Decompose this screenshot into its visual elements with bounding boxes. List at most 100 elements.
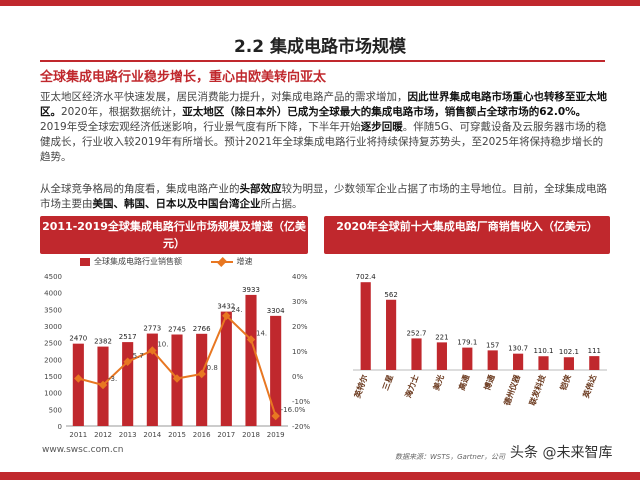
left-axis-tick: 2500 (44, 340, 62, 348)
x-tick-label: 2012 (94, 431, 112, 439)
bar-value-label: 2517 (119, 333, 137, 341)
right-axis-tick: 30% (292, 298, 308, 306)
paragraph-market-shift: 亚太地区经济水平快速发展，居民消费能力提升，对集成电路产品的需求增加，因此世界集… (40, 90, 608, 165)
x-tick-label: 2016 (193, 431, 211, 439)
growth-point (222, 311, 231, 320)
bar (462, 347, 473, 370)
bar-value-label: 157 (486, 341, 499, 349)
footer-source: 数据来源：WSTS，Gartner，公司 (395, 453, 506, 461)
p1-bold-1: 因此世界集成电路市场重心也转移至亚太地区。 (40, 91, 607, 118)
bar (513, 353, 524, 370)
x-tick-label: 联发科技 (527, 372, 548, 406)
bar-value-label: 562 (384, 291, 397, 299)
growth-point (148, 346, 157, 355)
watermark: 头条 @未来智库 (510, 445, 613, 461)
growth-value-label: -3. (108, 375, 117, 383)
right-axis-tick: 0% (292, 373, 303, 381)
bar-value-label: 2470 (69, 335, 87, 343)
bar (538, 356, 549, 370)
right-axis-tick: -10% (292, 398, 310, 406)
growth-point (74, 374, 83, 383)
bar (72, 343, 84, 426)
left-axis-tick: 500 (49, 406, 62, 414)
growth-value-label: 14. (256, 330, 267, 338)
x-tick-label: 美光 (431, 373, 446, 391)
bar-value-label: 2382 (94, 338, 112, 346)
growth-point (271, 411, 280, 421)
growth-value-label: 5.7 (133, 352, 144, 360)
bar (589, 356, 600, 370)
bar-value-label: 3304 (267, 307, 285, 315)
x-tick-label: 2013 (119, 431, 137, 439)
p1-text-2: 2020年，根据数据统计， (61, 106, 183, 118)
legend-line-label: 增速 (236, 257, 253, 266)
bar-value-label: 252.7 (406, 329, 426, 337)
left-chart-legend: 全球集成电路行业销售额 增速 (80, 256, 253, 267)
left-axis-tick: 4000 (44, 290, 62, 298)
bar-value-label: 179.1 (457, 339, 477, 347)
x-tick-label: 2014 (143, 431, 161, 439)
x-tick-label: 2018 (242, 431, 260, 439)
bar (411, 338, 422, 370)
bar (245, 294, 257, 426)
bar-value-label: 111 (588, 347, 601, 355)
p1-bold-3: 逐步回暖 (360, 121, 403, 133)
top-accent-bar (0, 0, 640, 6)
bar-value-label: 110.1 (533, 347, 553, 355)
legend-bar-swatch (80, 257, 90, 266)
p1-text-4: 。伴随5G、可穿戴设备及云服务器市场的稳健成长，行业收入较2019年有所增长。预… (40, 121, 607, 163)
bar (360, 282, 371, 370)
bar-value-label: 2766 (193, 325, 211, 333)
p2-bold-2: 美国、韩国、日本以及中国台湾企业 (92, 198, 261, 210)
right-axis-tick: 40% (292, 273, 308, 281)
legend-bar-label: 全球集成电路行业销售额 (94, 257, 182, 266)
section-headline: 全球集成电路行业稳步增长，重心由欧美转向亚太 (40, 70, 327, 85)
bar-value-label: 130.7 (508, 345, 528, 353)
paragraph-competition: 从全球竞争格局的角度看，集成电路产业的头部效应较为明显，少数领军企业占据了市场的… (40, 182, 608, 212)
bar (436, 342, 447, 370)
bar (146, 333, 158, 426)
x-tick-label: 英特尔 (352, 373, 370, 400)
x-tick-label: 三星 (380, 373, 395, 391)
x-tick-label: 2011 (69, 431, 87, 439)
top10-revenue-chart: 702.4 英特尔 562 三星 252.7 海力士 221 美光 179.1 高通 157 博通 13… (352, 273, 607, 407)
p2-bold-1: 头部效应 (239, 183, 282, 195)
p2-text-2: 较为明显，少数领军企业占据了市场的主导地位。目前，全球集成电路市场主要由 (40, 183, 607, 210)
p1-text-3: 2019年受全球宏观经济低迷影响，行业景气度有所下降，下半年开始 (40, 121, 361, 133)
x-tick-label: 德州仪器 (502, 372, 523, 406)
x-tick-label: 2019 (267, 431, 285, 439)
growth-value-label: 0.8 (207, 364, 218, 372)
bar (386, 299, 397, 370)
bar-value-label: 221 (435, 333, 448, 341)
x-tick-label: 2015 (168, 431, 186, 439)
p1-text-1: 亚太地区经济水平快速发展，居民消费能力提升，对集成电路产品的需求增加， (40, 91, 408, 103)
bar-value-label: 2745 (168, 326, 186, 334)
growth-point (246, 335, 256, 344)
right-chart-title: 2020年全球前十大集成电路厂商销售收入（亿美元） (324, 216, 610, 254)
bar-value-label: 3933 (242, 286, 260, 294)
left-axis-tick: 1500 (44, 373, 62, 381)
x-tick-label: 博通 (482, 373, 497, 391)
legend-line-swatch (210, 260, 233, 263)
left-axis-tick: 1000 (44, 390, 62, 398)
p2-text-1: 从全球竞争格局的角度看，集成电路产业的 (40, 183, 240, 195)
growth-point (197, 369, 206, 379)
growth-point (172, 374, 182, 383)
x-tick-label: 海力士 (403, 373, 421, 399)
x-tick-label: 2017 (217, 431, 235, 439)
bar-value-label: 102.1 (559, 348, 579, 356)
bar (220, 311, 232, 426)
market-size-chart: 0 500 1000 1500 2000 2500 3000 3500 4000 4500 -20%… (44, 273, 310, 439)
bar-value-label: 702.4 (356, 273, 377, 281)
growth-value-label: 24. (231, 306, 242, 314)
right-axis-tick: 10% (292, 348, 308, 356)
x-tick-label: 高通 (456, 373, 471, 391)
growth-point (123, 357, 132, 366)
growth-value-label: -16.0% (281, 406, 306, 414)
left-axis-tick: 3000 (44, 323, 62, 331)
left-axis-tick: 2000 (44, 356, 62, 364)
bar (270, 315, 282, 426)
p2-text-3: 所占据。 (260, 198, 303, 210)
bar-value-label: 3432 (217, 303, 235, 311)
left-chart-title: 2011-2019全球集成电路行业市场规模及增速（亿美元） (40, 216, 308, 254)
